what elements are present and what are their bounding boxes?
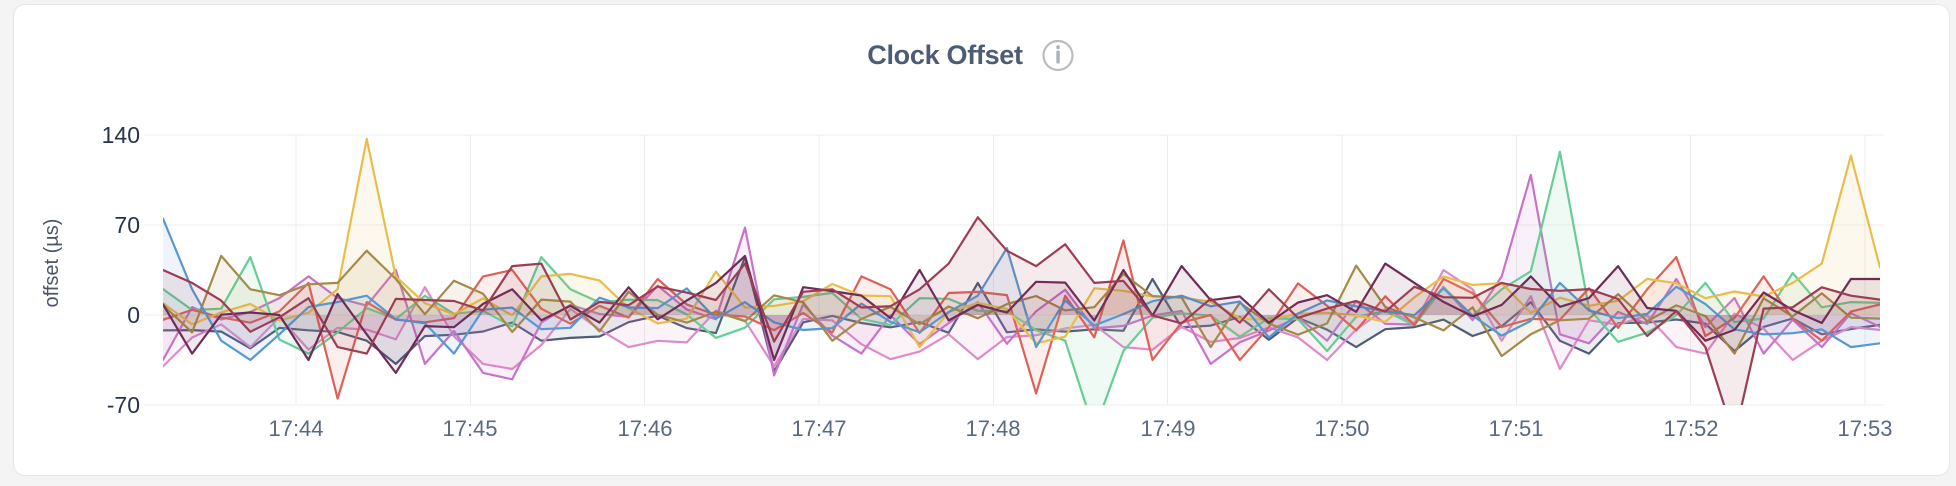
svg-text:17:44: 17:44 [268,416,323,441]
svg-text:0: 0 [127,302,140,328]
svg-text:17:52: 17:52 [1663,416,1718,441]
svg-text:17:50: 17:50 [1314,416,1369,441]
svg-text:17:46: 17:46 [617,416,672,441]
svg-text:17:53: 17:53 [1837,416,1892,441]
svg-text:70: 70 [114,212,140,238]
svg-text:140: 140 [102,122,140,148]
svg-text:-70: -70 [107,392,140,418]
svg-text:17:51: 17:51 [1488,416,1543,441]
svg-text:17:45: 17:45 [442,416,497,441]
svg-text:Clock Offset: Clock Offset [867,40,1023,70]
svg-text:17:47: 17:47 [791,416,846,441]
svg-text:17:49: 17:49 [1140,416,1195,441]
svg-text:offset (µs): offset (µs) [41,219,63,308]
svg-text:17:48: 17:48 [965,416,1020,441]
